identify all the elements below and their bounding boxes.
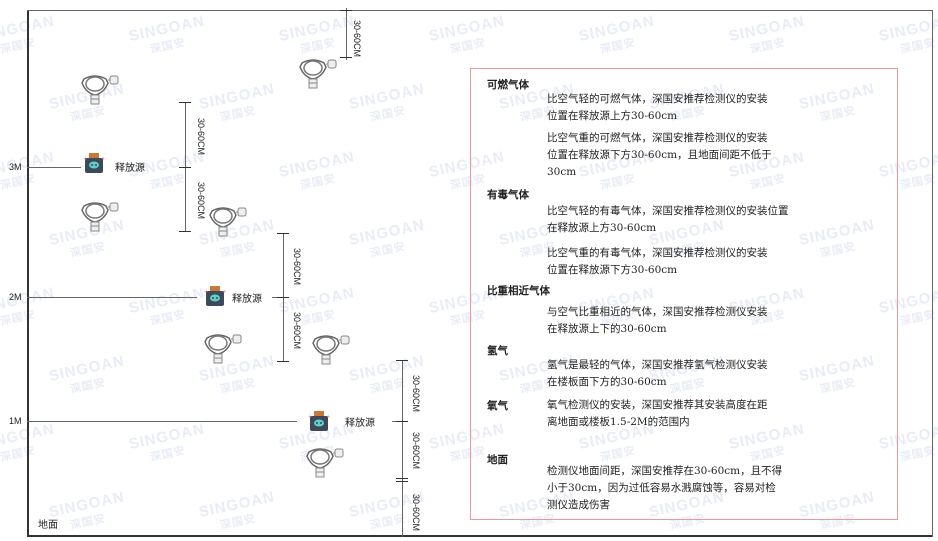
- installation-notes-box: 可燃气体 比空气轻的可燃气体，深国安推荐检测仪的安装 位置在释放源上方30-60c…: [470, 68, 898, 520]
- floor-line: [27, 535, 933, 537]
- right-edge-line: [932, 10, 933, 537]
- release-source-label: 释放源: [232, 294, 262, 305]
- release-source-icon: + +: [83, 152, 105, 174]
- ceiling-line: [27, 10, 933, 11]
- ground-label: 地面: [38, 520, 58, 531]
- note-text: 检测仪地面间距，深国安推荐在30-60cm，且不得 小于30cm，因为过低容易水溅…: [547, 465, 783, 511]
- gas-detector-icon: [206, 205, 248, 237]
- svg-text:+: +: [326, 414, 330, 420]
- release-source-icon: + +: [204, 285, 226, 307]
- level-3m-line: [27, 167, 81, 168]
- dimension-label: 30-60CM: [292, 248, 302, 286]
- dimension-label: 30-60CM: [196, 182, 206, 220]
- note-text: 比空气轻的有毒气体，深国安推荐检测仪的安装位置 在释放源上方30-60cm: [547, 205, 789, 234]
- note-heading: 比重相近气体: [487, 285, 550, 297]
- note-heading: 地面: [487, 454, 508, 466]
- svg-text:+: +: [101, 156, 105, 162]
- dimension-label: 30-60CM: [411, 494, 421, 532]
- gas-detector-icon: [296, 57, 338, 89]
- level-1m-line: [27, 421, 297, 422]
- note-heading: 有毒气体: [487, 189, 529, 201]
- wall-line: [27, 10, 29, 537]
- gas-detector-icon: [78, 73, 120, 105]
- gas-detector-icon: [78, 200, 120, 232]
- note-text: 比空气重的可燃气体，深国安推荐检测仪的安装 位置在释放源下方30-60cm，且地面…: [547, 132, 772, 178]
- release-source-label: 释放源: [115, 163, 145, 174]
- note-text: 与空气比重相近的气体，深国安推荐检测仪安装 在释放源上下的30-60cm: [547, 306, 768, 335]
- gas-detector-icon: [309, 333, 351, 365]
- svg-text:+: +: [83, 156, 87, 162]
- note-text: 比空气轻的可燃气体，深国安推荐检测仪的安装 位置在释放源上方30-60cm: [547, 93, 768, 122]
- svg-text:+: +: [222, 289, 226, 295]
- svg-text:+: +: [308, 414, 312, 420]
- level-2m-label: 2M: [9, 292, 22, 302]
- release-source-icon: + +: [308, 410, 330, 432]
- note-text: 氢气是最轻的气体，深国安推荐氢气检测仪安装 在楼板面下方的30-60cm: [547, 359, 768, 388]
- dimension-label: 30-60CM: [292, 312, 302, 350]
- dimension-label: 30-60CM: [411, 432, 421, 470]
- level-3m-label: 3M: [9, 162, 22, 172]
- dimension-line: [402, 360, 403, 537]
- dimension-label: 30-60CM: [196, 118, 206, 156]
- gas-detector-icon: [201, 332, 243, 364]
- note-heading: 氧气: [487, 400, 508, 412]
- note-heading: 可燃气体: [487, 79, 529, 91]
- note-heading: 氢气: [487, 345, 508, 357]
- dimension-label: 30-60CM: [352, 20, 362, 58]
- level-1m-label: 1M: [9, 416, 22, 426]
- note-text: 氧气检测仪的安装，深国安推荐其安装高度在距 离地面或楼板1.5-2M的范围内: [547, 399, 768, 428]
- dimension-line: [346, 8, 347, 60]
- level-2m-line: [27, 297, 197, 298]
- svg-text:+: +: [204, 289, 208, 295]
- dimension-label: 30-60CM: [411, 375, 421, 413]
- gas-detector-icon: [303, 446, 345, 478]
- release-source-label: 释放源: [345, 418, 375, 429]
- note-text: 比空气重的有毒气体，深国安推荐检测仪的安装 位置在释放源下方30-60cm: [547, 247, 768, 276]
